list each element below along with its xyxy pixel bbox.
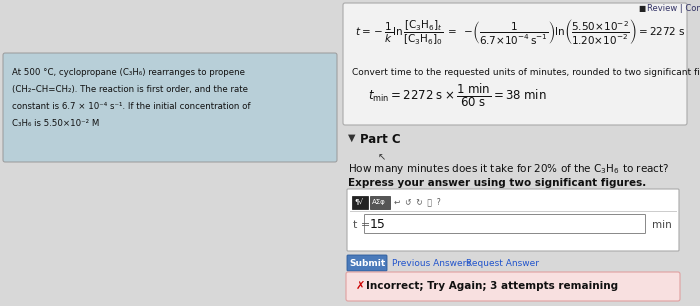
Text: ▼: ▼: [348, 133, 356, 143]
Text: constant is 6.7 × 10⁻⁴ s⁻¹. If the initial concentration of: constant is 6.7 × 10⁻⁴ s⁻¹. If the initi…: [12, 102, 251, 111]
Text: Review | Constants | Pe: Review | Constants | Pe: [647, 4, 700, 13]
Text: ✗: ✗: [356, 281, 365, 291]
FancyBboxPatch shape: [370, 196, 390, 209]
FancyBboxPatch shape: [346, 272, 680, 301]
Text: ¶√: ¶√: [354, 199, 363, 205]
Text: Part C: Part C: [360, 133, 400, 146]
Text: t =: t =: [353, 220, 370, 230]
Text: ↩  ↺  ↻  ⬜  ?: ↩ ↺ ↻ ⬜ ?: [394, 197, 441, 207]
FancyBboxPatch shape: [365, 215, 645, 233]
Text: C₃H₆ is 5.50×10⁻² M: C₃H₆ is 5.50×10⁻² M: [12, 119, 99, 128]
FancyBboxPatch shape: [343, 3, 687, 125]
Text: How many minutes does it take for 20% of the $\mathrm{C_3H_6}$ to react?: How many minutes does it take for 20% of…: [348, 162, 669, 176]
Text: ΑΣφ: ΑΣφ: [372, 199, 386, 205]
Text: $t_{\mathrm{min}} = 2272\;\mathrm{s}\times\dfrac{1\;\mathrm{min}}{60\;\mathrm{s}: $t_{\mathrm{min}} = 2272\;\mathrm{s}\tim…: [368, 82, 547, 109]
FancyBboxPatch shape: [347, 189, 679, 251]
FancyBboxPatch shape: [347, 255, 387, 271]
Text: ↖: ↖: [378, 152, 386, 162]
Text: Previous Answers: Previous Answers: [392, 259, 471, 267]
Text: Incorrect; Try Again; 3 attempts remaining: Incorrect; Try Again; 3 attempts remaini…: [366, 281, 618, 291]
Text: $t = -\dfrac{1}{k}\ln\dfrac{[\mathrm{C_3H_6}]_t}{[\mathrm{C_3H_6}]_0}$$\;=\;-\!\: $t = -\dfrac{1}{k}\ln\dfrac{[\mathrm{C_3…: [355, 18, 685, 47]
Text: Submit: Submit: [349, 259, 385, 267]
FancyBboxPatch shape: [3, 53, 337, 162]
Text: Request Answer: Request Answer: [466, 259, 539, 267]
Text: ■: ■: [638, 4, 645, 13]
Text: (CH₂–CH=CH₂). The reaction is first order, and the rate: (CH₂–CH=CH₂). The reaction is first orde…: [12, 85, 248, 94]
FancyBboxPatch shape: [352, 196, 368, 209]
Text: Express your answer using two significant figures.: Express your answer using two significan…: [348, 178, 646, 188]
Text: min: min: [652, 220, 672, 230]
Text: 15: 15: [370, 218, 386, 232]
Text: Convert time to the requested units of minutes, rounded to two significant figur: Convert time to the requested units of m…: [352, 68, 700, 77]
Text: At 500 °C, cyclopropane (C₃H₆) rearranges to propene: At 500 °C, cyclopropane (C₃H₆) rearrange…: [12, 68, 245, 77]
